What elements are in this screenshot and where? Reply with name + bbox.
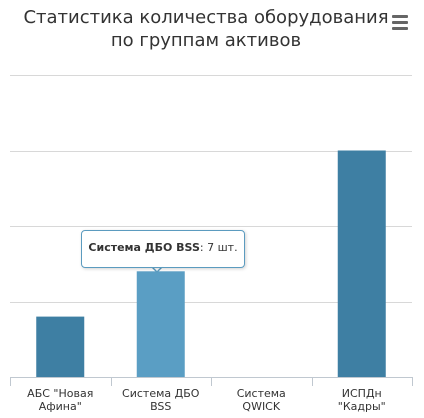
tooltip-separator: :	[199, 241, 208, 254]
chart-context-menu-button[interactable]	[388, 12, 412, 34]
x-axis-tick-label-line: QWICK	[242, 400, 280, 413]
x-axis-tick-label-line: АБС "Новая	[27, 387, 93, 400]
x-axis-tick-label-line: "Кадры"	[338, 400, 386, 413]
tooltip-category: Система ДБО BSS	[88, 241, 200, 254]
chart-tooltip: Система ДБО BSS: 7 шт.	[81, 230, 245, 268]
bar[interactable]	[337, 150, 386, 378]
x-axis-tick-label: Система ДБО BSS	[122, 387, 200, 413]
x-axis-tick-label: ИСПДн "Кадры"	[338, 387, 386, 413]
hamburger-menu-icon	[392, 27, 408, 30]
x-axis-tick-label-line: Система	[237, 387, 286, 400]
hamburger-menu-icon	[392, 21, 408, 24]
x-axis-tick-label-line: Афина"	[39, 400, 82, 413]
tooltip-arrow-fill	[151, 265, 163, 271]
x-axis-tick-label-line: Система ДБО	[122, 387, 200, 400]
x-axis-tick-label-line: ИСПДн	[342, 387, 382, 400]
x-axis-tick-label: АБС "Новая Афина"	[27, 387, 93, 413]
tooltip-value: 7 шт.	[207, 241, 238, 254]
x-axis-tick-label-line: BSS	[150, 400, 171, 413]
bar[interactable]	[36, 316, 85, 377]
hamburger-menu-icon	[392, 15, 408, 18]
bar[interactable]	[136, 271, 185, 377]
chart-title: Статистика количества оборудования по гр…	[23, 7, 389, 51]
x-axis-tick-label: Система QWICK	[237, 387, 286, 413]
